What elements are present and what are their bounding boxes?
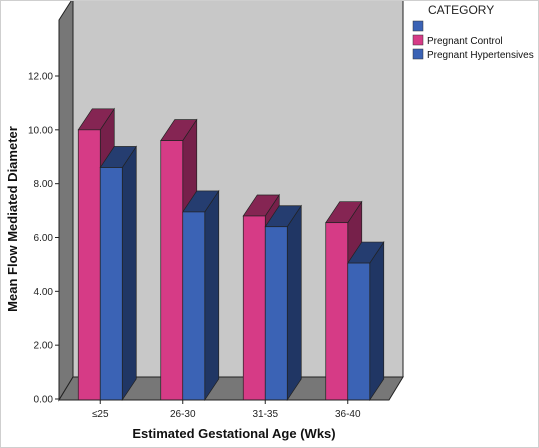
bar-pregnant-hypertensives	[347, 240, 385, 402]
bar-front	[182, 211, 206, 401]
bar-side	[369, 240, 385, 402]
x-tick-label: 36-40	[335, 409, 361, 420]
bar-side	[121, 145, 137, 402]
bar-front	[99, 167, 123, 401]
bar-front	[347, 262, 371, 401]
bar-pregnant-hypertensives	[99, 145, 137, 402]
legend-swatch	[412, 48, 424, 60]
legend-swatch-blank	[412, 20, 424, 32]
x-axis-title: Estimated Gestational Age (Wks)	[132, 426, 335, 441]
x-tick-label: 31-35	[252, 409, 278, 420]
bar-front	[160, 140, 184, 401]
bar-side	[204, 189, 220, 402]
y-axis: 0.00 2.00 4.00 6.00 8.00 10.00 12.00	[28, 20, 60, 406]
y-tick-label: 4.00	[34, 287, 54, 298]
legend-swatch	[412, 34, 424, 46]
y-tick-label: 12.00	[28, 72, 53, 83]
bar-side	[286, 204, 302, 402]
x-axis: ≤25 26-30 31-35 36-40	[59, 399, 389, 420]
bar-pregnant-hypertensives	[264, 204, 302, 402]
bars-group	[77, 107, 385, 402]
x-tick-label: ≤25	[92, 409, 109, 420]
y-tick-label: 2.00	[34, 341, 54, 352]
y-tick-label: 10.00	[28, 125, 53, 136]
legend-label: Pregnant Hypertensives	[427, 50, 534, 61]
chart-back-wall	[72, 1, 404, 378]
bar-front	[77, 129, 101, 401]
y-tick-label: 6.00	[34, 233, 54, 244]
y-tick-label: 0.00	[34, 395, 54, 406]
bar-front	[242, 215, 266, 401]
bar-front	[264, 226, 288, 401]
legend-title: CATEGORY	[428, 3, 494, 17]
chart-side-wall	[58, 1, 74, 402]
x-tick-label: 26-30	[170, 409, 196, 420]
y-tick-label: 8.00	[34, 179, 54, 190]
legend: CATEGORY Pregnant Control Pregnant Hypert…	[412, 3, 534, 61]
bar-front	[325, 222, 349, 401]
legend-label: Pregnant Control	[427, 36, 503, 47]
y-axis-title: Mean Flow Mediated Diameter	[5, 126, 20, 312]
bar-pregnant-hypertensives	[182, 189, 220, 402]
